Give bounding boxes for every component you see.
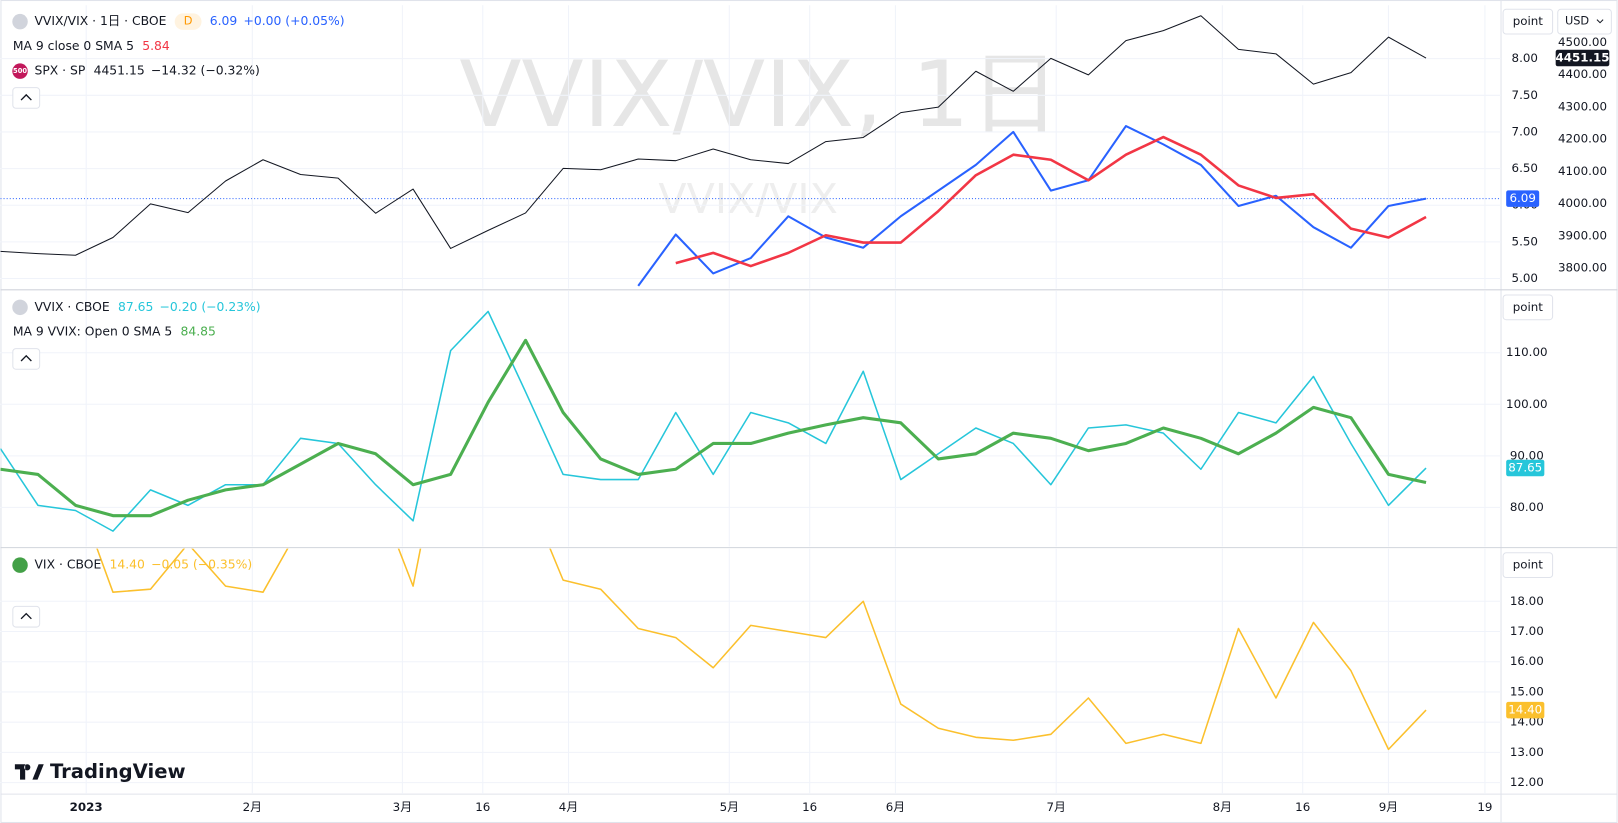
y-tick-label: 4500.00 [1558, 35, 1607, 49]
x-tick-label: 16 [802, 800, 817, 814]
legend-change: −0.20 (−0.23%) [160, 300, 261, 314]
currency-button[interactable] [1557, 8, 1612, 35]
logo: TradingView [14, 760, 186, 783]
series-line [675, 135, 1427, 268]
x-tick-label: 16 [475, 800, 490, 814]
x-tick-label: 5月 [720, 800, 739, 814]
y-tick-label: 4100.00 [1558, 164, 1607, 178]
collapse-button[interactable] [12, 87, 41, 109]
collapse-icon [20, 354, 32, 362]
y-tick-label: 18.00 [1510, 594, 1544, 608]
price-tag [1506, 701, 1545, 719]
logo-text: TradingView [50, 760, 186, 783]
scale-button[interactable] [1502, 294, 1554, 321]
x-tick-label: 9月 [1379, 800, 1398, 814]
y-tick-label: 4000.00 [1558, 196, 1607, 210]
symbol-icon-label: 500 [13, 67, 27, 75]
x-tick-label: 6月 [886, 800, 905, 814]
collapse-button[interactable] [12, 605, 41, 628]
collapse-button[interactable] [12, 348, 41, 370]
x-tick-label: 3月 [393, 800, 412, 814]
series-line [0, 15, 1427, 256]
scale-button-label: point [1513, 558, 1544, 572]
legend-name: SPX · SP [34, 64, 85, 78]
legend-value: 5.84 [142, 39, 170, 53]
y-tick-label: 4200.00 [1558, 132, 1607, 146]
y-tick-label: 3900.00 [1558, 228, 1607, 242]
y-tick-label: 12.00 [1510, 775, 1544, 789]
collapse-icon [20, 612, 32, 620]
interval-badge [174, 13, 202, 30]
symbol-icon [12, 557, 28, 573]
x-tick-label: 7月 [1047, 800, 1066, 814]
price-tag [1506, 190, 1540, 207]
y-tick-label: 8.00 [1512, 51, 1538, 65]
symbol-icon [12, 299, 28, 316]
panes: 20232月3月164月5月166月7月8月169月195.005.506.00… [0, 5, 1612, 814]
y-tick-label: 5.50 [1512, 234, 1538, 248]
series-line [96, 548, 1427, 751]
logo-icon [14, 764, 44, 780]
x-tick-label: 2月 [243, 800, 262, 814]
scale-button-label: point [1513, 300, 1544, 314]
y-tick-label: 4400.00 [1558, 67, 1607, 81]
watermark-sub: VVIX/VIX [658, 175, 837, 223]
currency-caret [1596, 19, 1604, 24]
pane [0, 5, 1502, 289]
price-tag-label: 14.40 [1508, 703, 1542, 717]
legend-value: 84.85 [181, 325, 216, 339]
symbol-icon [12, 63, 28, 79]
y-tick-label: 100.00 [1506, 397, 1548, 411]
legend-value: 87.65 [118, 300, 153, 314]
currency-label: USD [1565, 14, 1589, 28]
legend-change: −0.05 (−0.35%) [151, 558, 252, 572]
scale-button-label: point [1513, 14, 1544, 28]
x-tick-label: 4月 [559, 800, 578, 814]
y-tick-label: 3800.00 [1558, 261, 1607, 275]
price-tag-label: 87.65 [1508, 460, 1542, 474]
legend-change: −14.32 (−0.32%) [151, 64, 260, 78]
interval-badge-label: D [184, 14, 193, 28]
price-tag-label: 6.09 [1509, 191, 1535, 205]
pane [0, 290, 1502, 547]
price-tag [1506, 459, 1545, 477]
y-tick-label: 4300.00 [1558, 99, 1607, 113]
x-tick-label: 8月 [1213, 800, 1232, 814]
legend-name: VVIX/VIX · 1日 · CBOE [34, 14, 166, 28]
legend-name: MA 9 close 0 SMA 5 [13, 39, 134, 53]
legend-name: MA 9 VVIX: Open 0 SMA 5 [13, 325, 172, 339]
y-tick-label: 13.00 [1510, 745, 1544, 759]
series-line [0, 310, 1427, 532]
legend-value: 4451.15 [94, 64, 145, 78]
y-tick-label: 15.00 [1510, 684, 1544, 698]
y-tick-label: 80.00 [1510, 500, 1544, 514]
y-tick-label: 7.50 [1512, 88, 1538, 102]
price-tag [1555, 49, 1610, 67]
price-tag-label: 4451.15 [1555, 51, 1609, 65]
y-tick-label: 90.00 [1510, 448, 1544, 462]
x-tick-label: 19 [1477, 800, 1492, 814]
collapse-icon [20, 93, 32, 101]
y-tick-label: 17.00 [1510, 624, 1544, 638]
y-tick-label: 110.00 [1506, 345, 1548, 359]
legend-value: 14.40 [110, 558, 146, 572]
series-line [0, 338, 1427, 518]
y-tick-label: 7.00 [1512, 124, 1538, 138]
scale-button[interactable] [1502, 552, 1554, 579]
legend-value: 6.09 [210, 14, 238, 28]
y-tick-label: 5.00 [1512, 271, 1538, 285]
x-tick-label: 2023 [70, 800, 103, 814]
legend-name: VVIX · CBOE [34, 300, 109, 314]
series-line [637, 124, 1427, 287]
y-tick-label: 16.00 [1510, 654, 1544, 668]
pane [0, 548, 1502, 795]
x-tick-label: 16 [1295, 800, 1310, 814]
y-tick-label: 6.50 [1512, 161, 1538, 175]
legend-change: +0.00 (+0.05%) [243, 14, 344, 28]
scale-button[interactable] [1502, 8, 1554, 35]
legend-name: VIX · CBOE [34, 558, 101, 572]
symbol-icon [12, 13, 28, 30]
